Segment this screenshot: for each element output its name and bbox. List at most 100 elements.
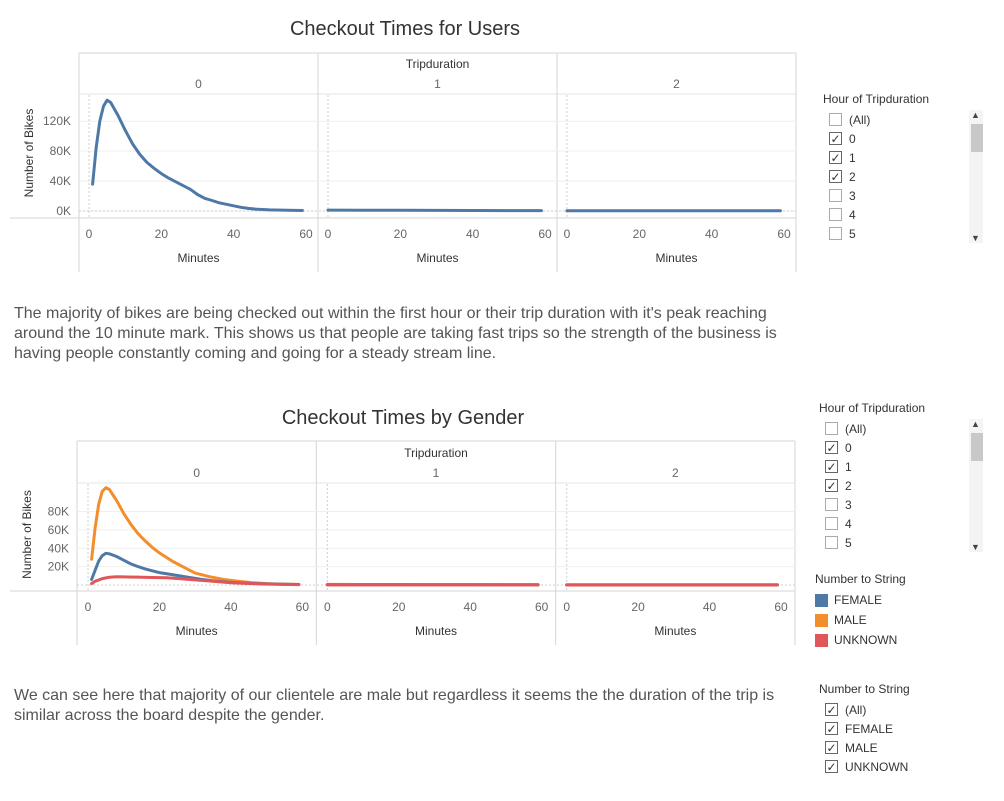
y-axis-title: Number of Bikes: [20, 490, 34, 579]
filter-option[interactable]: ✓ 1: [825, 457, 983, 476]
x-tick-label: 60: [774, 600, 788, 614]
legend-item[interactable]: UNKNOWN: [815, 630, 985, 650]
filter-option[interactable]: 3: [825, 495, 983, 514]
filter-option-label: 3: [849, 188, 856, 203]
filter-option-label: 4: [849, 207, 856, 222]
checkbox-checked-icon[interactable]: ✓: [825, 759, 838, 774]
filter-option[interactable]: 5: [825, 533, 983, 552]
filter-option-label: MALE: [845, 740, 878, 755]
y-tick-label: 120K: [43, 114, 71, 128]
scroll-thumb[interactable]: [971, 433, 983, 461]
legend-label: FEMALE: [834, 593, 883, 607]
x-tick-label: 0: [86, 227, 93, 241]
legend-swatch: [815, 633, 828, 647]
scroll-up-icon[interactable]: ▲: [971, 110, 980, 120]
filter-option[interactable]: ✓ FEMALE: [825, 719, 989, 738]
checkbox-checked-icon[interactable]: ✓: [825, 702, 838, 717]
checkbox-checked-icon[interactable]: ✓: [829, 169, 842, 184]
filter-option[interactable]: ✓ (All): [825, 700, 989, 719]
filter-option[interactable]: ✓ MALE: [825, 738, 989, 757]
chart-title: Checkout Times for Users: [290, 18, 520, 40]
y-axis-title: Number of Bikes: [22, 109, 36, 198]
filter-option-label: 1: [849, 150, 856, 165]
filter-title: Hour of Tripduration: [819, 401, 926, 415]
facet-label: 0: [193, 466, 200, 480]
legend-title: Number to String: [815, 572, 906, 586]
y-tick-label: 40K: [48, 541, 69, 555]
checkbox-unchecked-icon[interactable]: [825, 517, 838, 530]
x-axis-title: Minutes: [416, 251, 458, 265]
checkout-times-gender-chart: Checkout Times by Gender Tripduration 20K…: [10, 407, 796, 645]
y-tick-label: 20K: [48, 560, 69, 574]
checkbox-checked-icon[interactable]: ✓: [825, 721, 838, 736]
filter-option[interactable]: 5: [829, 224, 983, 243]
checkbox-checked-icon[interactable]: ✓: [825, 440, 838, 455]
checkbox-unchecked-icon[interactable]: [829, 189, 842, 202]
x-tick-label: 40: [227, 227, 241, 241]
legend-label: UNKNOWN: [834, 633, 898, 647]
legend-swatch: [815, 613, 828, 627]
checkbox-unchecked-icon[interactable]: [825, 536, 838, 549]
scroll-up-icon[interactable]: ▲: [971, 419, 980, 429]
checkbox-unchecked-icon[interactable]: [829, 113, 842, 126]
filter-option[interactable]: ✓ UNKNOWN: [825, 757, 989, 776]
filter-option[interactable]: (All): [829, 110, 983, 129]
x-tick-label: 40: [703, 600, 717, 614]
checkbox-checked-icon[interactable]: ✓: [825, 740, 838, 755]
checkbox-unchecked-icon[interactable]: [829, 227, 842, 240]
filter-option[interactable]: ✓ 0: [825, 438, 983, 457]
x-tick-label: 20: [155, 227, 169, 241]
series-line: [91, 98, 304, 212]
filter-option-label: (All): [845, 421, 867, 436]
filter-option[interactable]: 4: [829, 205, 983, 224]
series-line: [326, 208, 543, 213]
filter-option[interactable]: ✓ 2: [829, 167, 983, 186]
filter-title: Number to String: [819, 682, 910, 696]
checkbox-unchecked-icon[interactable]: [829, 208, 842, 221]
y-tick-label: 0K: [56, 204, 71, 218]
x-tick-label: 40: [464, 600, 478, 614]
x-axis-title: Minutes: [654, 624, 696, 638]
scrollbar[interactable]: ▲ ▼: [969, 419, 983, 552]
gender-filter-panel: Number to String ✓ (All) ✓ FEMALE ✓ MALE ✓ UNKN…: [819, 682, 989, 776]
checkbox-unchecked-icon[interactable]: [825, 422, 838, 435]
filter-option-label: (All): [845, 702, 867, 717]
scroll-down-icon[interactable]: ▼: [971, 542, 980, 552]
checkbox-checked-icon[interactable]: ✓: [829, 131, 842, 146]
filter-option[interactable]: 3: [829, 186, 983, 205]
filter-list: (All) ✓ 0 ✓ 1 ✓ 2 3 4 5 ▲ ▼: [823, 110, 983, 243]
filter-option-label: 1: [845, 459, 852, 474]
legend-item[interactable]: MALE: [815, 610, 985, 630]
filter-option-label: 5: [849, 226, 856, 241]
checkbox-checked-icon[interactable]: ✓: [825, 478, 838, 493]
x-axis-title: Minutes: [415, 624, 457, 638]
checkbox-checked-icon[interactable]: ✓: [825, 459, 838, 474]
scroll-thumb[interactable]: [971, 124, 983, 152]
x-tick-label: 60: [299, 227, 313, 241]
filter-option[interactable]: ✓ 1: [829, 148, 983, 167]
hour-filter-panel-1: Hour of Tripduration (All) ✓ 0 ✓ 1 ✓ 2 3 4 5 ▲ ▼: [823, 92, 983, 243]
scroll-down-icon[interactable]: ▼: [971, 233, 980, 243]
filter-option[interactable]: ✓ 0: [829, 129, 983, 148]
filter-option-label: 2: [845, 478, 852, 493]
column-header: Tripduration: [406, 57, 470, 71]
x-tick-label: 0: [85, 600, 92, 614]
checkbox-unchecked-icon[interactable]: [825, 498, 838, 511]
x-tick-label: 20: [153, 600, 167, 614]
legend-swatch: [815, 593, 828, 607]
scrollbar[interactable]: ▲ ▼: [969, 110, 983, 243]
x-tick-label: 0: [563, 600, 570, 614]
filter-option[interactable]: ✓ 2: [825, 476, 983, 495]
x-tick-label: 0: [324, 600, 331, 614]
legend-label: MALE: [834, 613, 867, 627]
filter-option[interactable]: (All): [825, 419, 983, 438]
x-tick-label: 20: [394, 227, 408, 241]
checkout-times-users-chart: Checkout Times for Users Tripduration 0K 4…: [10, 18, 797, 272]
filter-option[interactable]: 4: [825, 514, 983, 533]
filter-option-label: FEMALE: [845, 721, 894, 736]
checkbox-checked-icon[interactable]: ✓: [829, 150, 842, 165]
x-tick-label: 60: [535, 600, 549, 614]
legend-item[interactable]: FEMALE: [815, 590, 985, 610]
x-axis-title: Minutes: [177, 251, 219, 265]
gender-commentary: We can see here that majority of our cli…: [14, 687, 775, 724]
